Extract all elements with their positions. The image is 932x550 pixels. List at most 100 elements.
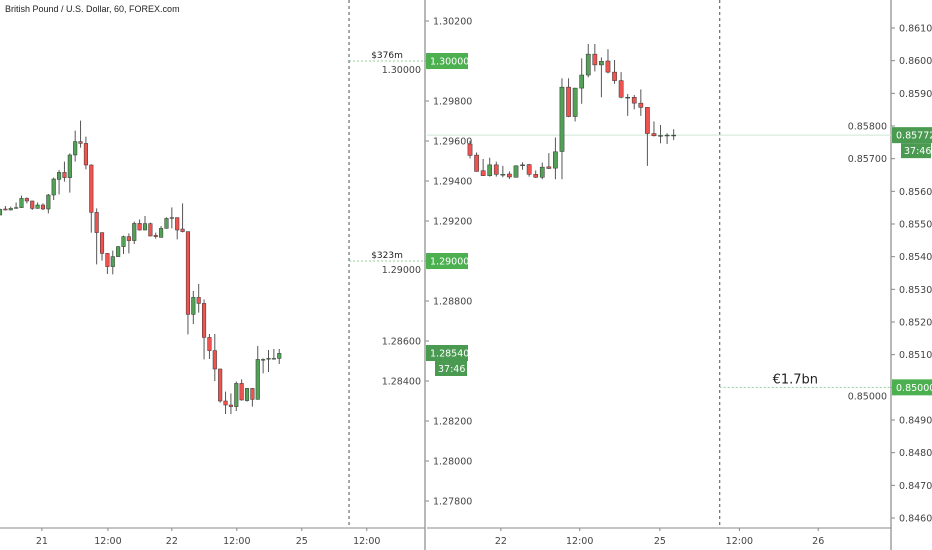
candle[interactable] (651, 121, 657, 137)
candle[interactable] (493, 161, 499, 177)
candle[interactable] (126, 233, 131, 254)
candle[interactable] (19, 195, 24, 208)
candle[interactable] (500, 165, 506, 178)
candle[interactable] (180, 203, 185, 233)
candle[interactable] (579, 58, 585, 104)
candle[interactable] (513, 165, 519, 178)
candle[interactable] (153, 232, 158, 239)
candle[interactable] (159, 226, 164, 238)
candle[interactable] (239, 379, 244, 401)
candle[interactable] (67, 153, 72, 193)
candle[interactable] (467, 140, 473, 159)
candle[interactable] (218, 368, 223, 403)
candle[interactable] (121, 235, 126, 254)
candle[interactable] (234, 381, 239, 411)
candle[interactable] (105, 253, 110, 274)
candle[interactable] (148, 222, 153, 237)
candle[interactable] (78, 120, 83, 148)
candle-body-down (474, 154, 479, 172)
candle[interactable] (0, 208, 3, 216)
candle[interactable] (559, 78, 565, 180)
candle[interactable] (277, 349, 282, 364)
candle[interactable] (228, 393, 233, 414)
candle[interactable] (30, 200, 35, 210)
candle[interactable] (51, 177, 56, 200)
candle[interactable] (244, 388, 250, 402)
candle[interactable] (520, 162, 525, 170)
candle-body-down (83, 143, 88, 166)
candle[interactable] (533, 170, 539, 178)
candle-body-down (126, 236, 131, 241)
candle[interactable] (57, 170, 62, 195)
candle[interactable] (605, 49, 611, 74)
candle[interactable] (212, 334, 217, 381)
candle[interactable] (507, 171, 512, 179)
candle[interactable] (539, 162, 545, 180)
candle[interactable] (255, 346, 260, 400)
candle[interactable] (191, 291, 196, 324)
candle[interactable] (202, 299, 207, 360)
candle[interactable] (175, 217, 180, 240)
candle[interactable] (664, 133, 670, 144)
candle[interactable] (185, 231, 190, 335)
candle[interactable] (223, 391, 228, 414)
candle[interactable] (487, 157, 493, 177)
candle[interactable] (14, 202, 19, 209)
candle[interactable] (638, 89, 644, 116)
candle[interactable] (169, 207, 174, 229)
candle[interactable] (207, 334, 212, 359)
candle[interactable] (89, 164, 94, 233)
candle[interactable] (116, 246, 121, 257)
candle[interactable] (566, 78, 571, 118)
candle[interactable] (137, 219, 142, 231)
x-tick-label: 12:00 (566, 536, 593, 547)
candle-body-down (94, 212, 99, 233)
bar-countdown-label: 37:46 (438, 364, 465, 375)
candle[interactable] (261, 358, 266, 374)
candle[interactable] (631, 94, 637, 110)
candle[interactable] (546, 153, 552, 170)
candle[interactable] (671, 129, 677, 141)
candle[interactable] (599, 57, 604, 98)
candle[interactable] (250, 388, 255, 407)
candle[interactable] (585, 44, 591, 78)
candle[interactable] (142, 216, 148, 231)
candle[interactable] (46, 194, 51, 214)
candle[interactable] (618, 72, 624, 99)
candle[interactable] (83, 136, 88, 170)
candle[interactable] (110, 250, 115, 275)
candle[interactable] (572, 87, 578, 122)
candle[interactable] (24, 197, 29, 204)
candle[interactable] (612, 60, 617, 84)
candle[interactable] (73, 130, 78, 162)
y-tick-label: 0.85000 (848, 391, 887, 402)
candle[interactable] (526, 163, 532, 177)
candle[interactable] (474, 152, 479, 172)
candle[interactable] (132, 221, 137, 244)
candle[interactable] (62, 161, 67, 182)
candle[interactable] (94, 208, 99, 265)
candle[interactable] (35, 202, 40, 209)
candle[interactable] (658, 125, 663, 144)
candle[interactable] (592, 44, 598, 72)
candle[interactable] (196, 284, 201, 313)
candle-body-down (566, 86, 571, 117)
candle-body-down (480, 170, 486, 176)
candle[interactable] (271, 349, 276, 360)
candle[interactable] (40, 203, 46, 210)
candle[interactable] (266, 350, 271, 372)
candle[interactable] (164, 217, 169, 229)
candle[interactable] (8, 206, 13, 211)
candle[interactable] (99, 232, 105, 261)
candle[interactable] (645, 107, 650, 166)
candle-body-down (153, 235, 158, 237)
annotation-label: $376m (371, 51, 403, 61)
candle-body-down (207, 337, 212, 351)
candle[interactable] (553, 137, 558, 180)
candle[interactable] (3, 206, 8, 211)
left-panel[interactable]: 1.30200 1.30000 1.29800 1.29600 1.29400 1.292… (0, 0, 472, 550)
candle[interactable] (625, 93, 631, 116)
candle[interactable] (480, 158, 486, 176)
